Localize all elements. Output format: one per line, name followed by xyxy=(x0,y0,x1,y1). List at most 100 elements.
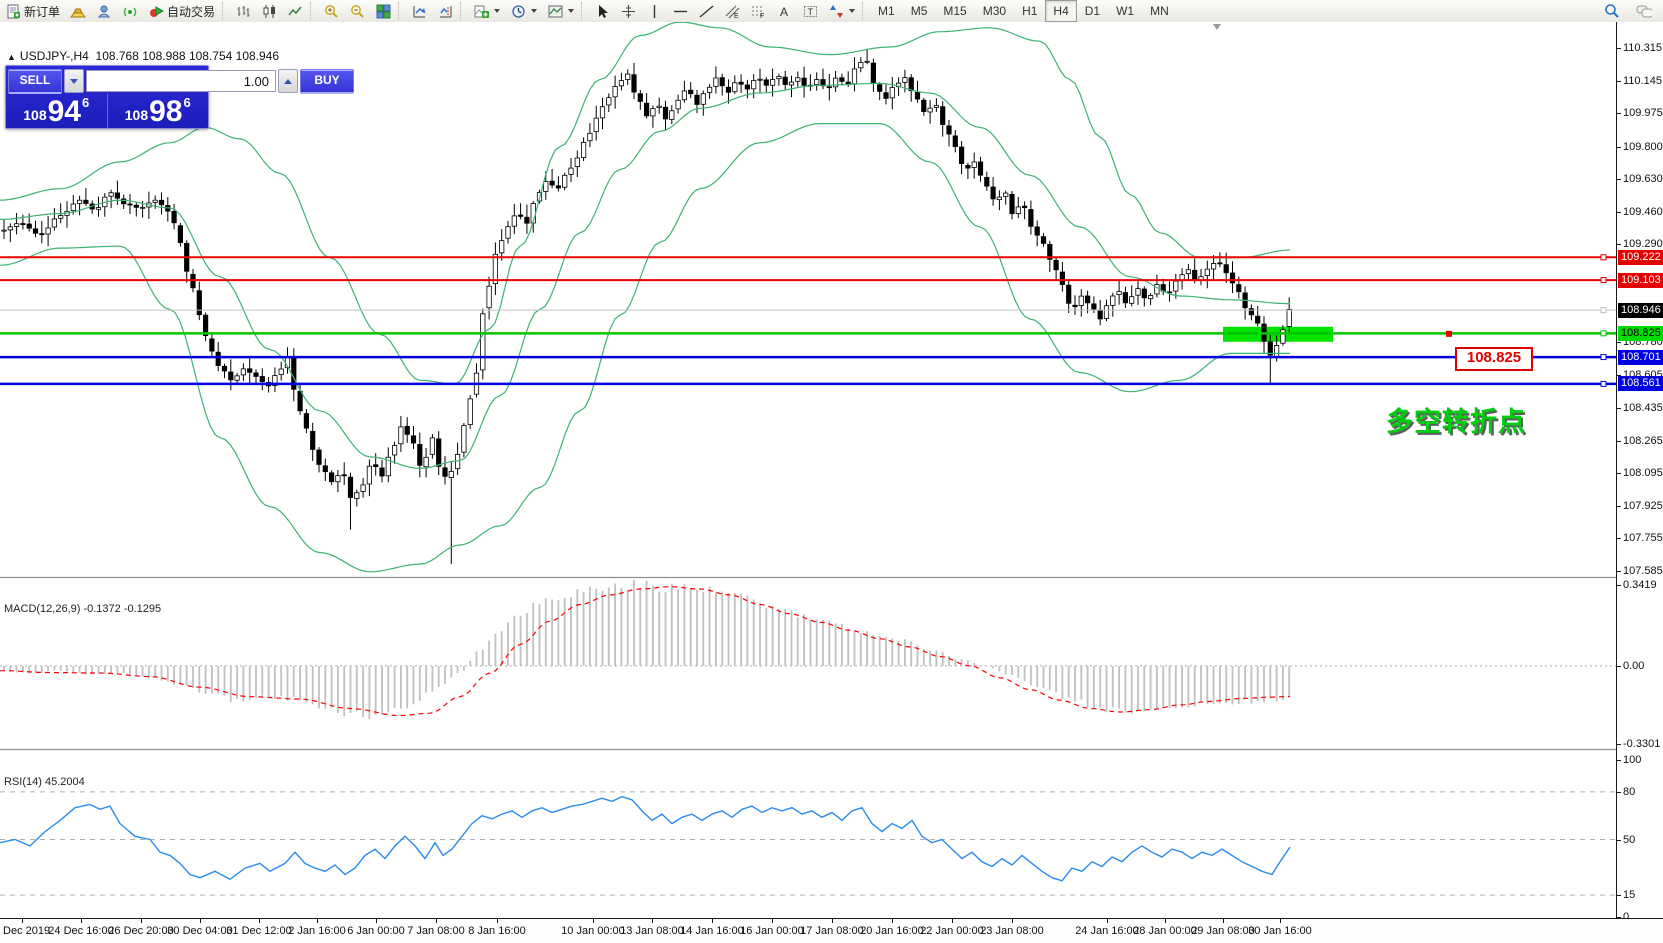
toolbar-button-chat[interactable] xyxy=(1631,0,1657,22)
axis-tick-mark xyxy=(1617,760,1621,762)
timeframe-w1[interactable]: W1 xyxy=(1116,4,1135,18)
volume-decrease-button[interactable] xyxy=(64,69,84,93)
collapse-triangle-icon: ▲ xyxy=(7,52,16,62)
price-level-chip: 108.825 xyxy=(1618,325,1663,341)
dropdown-caret-icon xyxy=(849,9,856,13)
sell-price[interactable]: 108 94 6 xyxy=(6,94,108,128)
time-tick-label: 24 Jan 16:00 xyxy=(1075,925,1139,937)
timeframe-m30[interactable]: M30 xyxy=(982,4,1007,18)
timeframe-h1[interactable]: H1 xyxy=(1022,4,1038,18)
axis-tick-label: 109.290 xyxy=(1623,238,1663,251)
toolbar-button-tile-windows[interactable] xyxy=(370,0,396,22)
autoscroll-icon xyxy=(411,3,427,19)
hline-icon xyxy=(672,3,688,19)
toolbar-button-trend-line[interactable] xyxy=(693,0,719,22)
buy-price[interactable]: 108 98 6 xyxy=(108,94,209,128)
axis-tick-mark xyxy=(1617,895,1621,897)
toolbar-button-label: 自动交易 xyxy=(167,4,216,19)
time-tick-label: 30 Dec 04:00 xyxy=(167,925,233,937)
axis-tick-label: 50 xyxy=(1623,833,1636,846)
toolbar-button-text[interactable]: A xyxy=(771,0,797,22)
toolbar-button-arrow-objects[interactable] xyxy=(823,0,860,22)
toolbar-button-candlestick-mode[interactable] xyxy=(256,0,282,22)
timeframe-h4[interactable]: H4 xyxy=(1045,0,1077,22)
toolbar-button-zoom-in[interactable] xyxy=(318,0,344,22)
crosshair-icon xyxy=(620,3,636,19)
sell-button[interactable]: SELL xyxy=(8,68,62,94)
chart-canvas[interactable]: ▲ USDJPY-,H4 108.768 108.988 108.754 108.… xyxy=(0,22,1616,918)
chartshift-icon xyxy=(437,3,453,19)
axis-tick-label: 0.3419 xyxy=(1623,579,1657,592)
axis-tick-label: 107.755 xyxy=(1623,532,1663,545)
gold-icon xyxy=(70,3,87,19)
axis-tick-label: 107.585 xyxy=(1623,564,1663,577)
caret-down-icon xyxy=(70,78,78,84)
sell-price-big: 94 xyxy=(47,95,81,128)
toolbar-button-crosshair[interactable] xyxy=(615,0,641,22)
time-tick-label: 28 Jan 00:00 xyxy=(1133,925,1197,937)
axis-tick-mark xyxy=(1617,408,1621,410)
candles-icon xyxy=(261,3,277,19)
toolbar-button-search[interactable] xyxy=(1599,0,1625,22)
toolbar-button-horizontal-line[interactable] xyxy=(667,0,693,22)
toolbar-button-chart-shift[interactable] xyxy=(432,0,458,22)
toolbar-button-gold-app[interactable] xyxy=(65,0,91,22)
toolbar-button-zoom-out[interactable] xyxy=(344,0,370,22)
timeframe-m1[interactable]: M1 xyxy=(878,4,895,18)
timeframe-m5[interactable]: M5 xyxy=(910,4,928,18)
clock-icon xyxy=(510,3,526,19)
toolbar-button-indicators[interactable] xyxy=(468,0,505,22)
timeframe-m15[interactable]: M15 xyxy=(943,4,967,18)
toolbar-button-cursor[interactable] xyxy=(589,0,615,22)
toolbar-button-bar-chart-mode[interactable] xyxy=(230,0,256,22)
toolbar-button-text-label[interactable]: T xyxy=(797,0,823,22)
toolbar-button-vertical-line[interactable] xyxy=(641,0,667,22)
axis-tick-mark xyxy=(1617,791,1621,793)
time-tick-label: 24 Dec 16:00 xyxy=(48,925,114,937)
toolbar-button-line-chart-mode[interactable] xyxy=(282,0,308,22)
time-tick-label: 22 Jan 00:00 xyxy=(920,925,984,937)
toolbar-button-fibonacci[interactable]: F xyxy=(745,0,771,22)
time-tick-mark xyxy=(1223,919,1224,923)
sell-price-prefix: 108 xyxy=(23,107,47,123)
volume-increase-button[interactable] xyxy=(278,69,298,93)
time-tick-label: 23 Jan 08:00 xyxy=(980,925,1044,937)
time-tick-label: 26 Dec 20:00 xyxy=(108,925,174,937)
axis-tick-label: 80 xyxy=(1623,785,1636,798)
price-annotation-box[interactable]: 108.825 xyxy=(1455,347,1533,371)
toolbar-button-periods[interactable] xyxy=(505,0,542,22)
toolbar-button-community-app[interactable] xyxy=(91,0,117,22)
channel-icon: E xyxy=(724,3,740,19)
axis-tick-label: -0.3301 xyxy=(1623,738,1661,750)
bars-icon xyxy=(235,3,251,19)
timeframe-mn[interactable]: MN xyxy=(1150,4,1169,18)
search-icon xyxy=(1604,3,1620,19)
volume-input[interactable] xyxy=(86,70,276,92)
axis-tick-mark xyxy=(1617,211,1621,213)
toolbar-button-signals-app[interactable] xyxy=(117,0,143,22)
price-axis[interactable]: 110.315 110.145 109.975 109.800 109.630 109.4… xyxy=(1616,22,1663,923)
time-tick-label: 13 Jan 08:00 xyxy=(620,925,684,937)
dropdown-caret-icon xyxy=(531,9,538,13)
time-tick-label: 16 Jan 00:00 xyxy=(740,925,804,937)
template-icon xyxy=(547,3,563,19)
time-tick-label: 8 Jan 16:00 xyxy=(468,925,526,937)
turning-point-annotation[interactable]: 多空转折点 xyxy=(1386,407,1526,437)
toolbar-button-new-order[interactable]: 新订单 xyxy=(0,0,65,22)
svg-text:A: A xyxy=(780,5,788,19)
timeframe-d1[interactable]: D1 xyxy=(1084,4,1101,18)
axis-tick-mark xyxy=(1617,839,1621,841)
toolbar-button-auto-scroll[interactable] xyxy=(406,0,432,22)
toolbar-button-templates[interactable] xyxy=(542,0,579,22)
toolbar-button-autotrading[interactable]: 自动交易 xyxy=(143,0,220,22)
ohlc-quotes: 108.768 108.988 108.754 108.946 xyxy=(95,49,280,63)
toolbar-button-equidistant-channel[interactable]: E xyxy=(719,0,745,22)
price-level-chip: 109.222 xyxy=(1618,249,1663,265)
buy-button[interactable]: BUY xyxy=(300,68,354,94)
time-tick-label: 7 Jan 08:00 xyxy=(407,925,465,937)
cursor-icon xyxy=(594,3,610,19)
axis-tick-mark xyxy=(1617,47,1621,49)
axis-tick-label: 109.460 xyxy=(1623,205,1663,218)
